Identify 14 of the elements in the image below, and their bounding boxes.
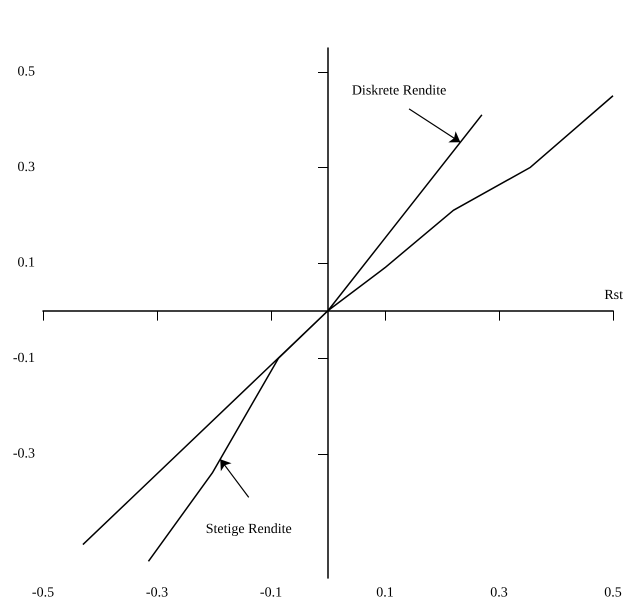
y-tick-label: -0.3 — [12, 446, 35, 462]
x-tick-label: -0.1 — [260, 586, 282, 600]
y-tick-label: 0.1 — [18, 255, 35, 270]
x-tick-label: 0.5 — [604, 586, 622, 600]
y-tick-label: 0.3 — [18, 160, 35, 175]
x-tick-label: -0.3 — [146, 586, 168, 600]
text: Diskrete Rendite — [352, 83, 446, 98]
y-tick-label: 0.5 — [18, 64, 35, 80]
x-tick-label: 0.3 — [490, 586, 508, 600]
x-tick-label: -0.5 — [32, 586, 54, 600]
x-tick-label: 0.1 — [376, 586, 394, 600]
series-label: Stetige Rendite — [206, 522, 292, 537]
y-tick-label: -0.1 — [12, 350, 35, 366]
x-axis-title: Rst — [604, 288, 624, 304]
